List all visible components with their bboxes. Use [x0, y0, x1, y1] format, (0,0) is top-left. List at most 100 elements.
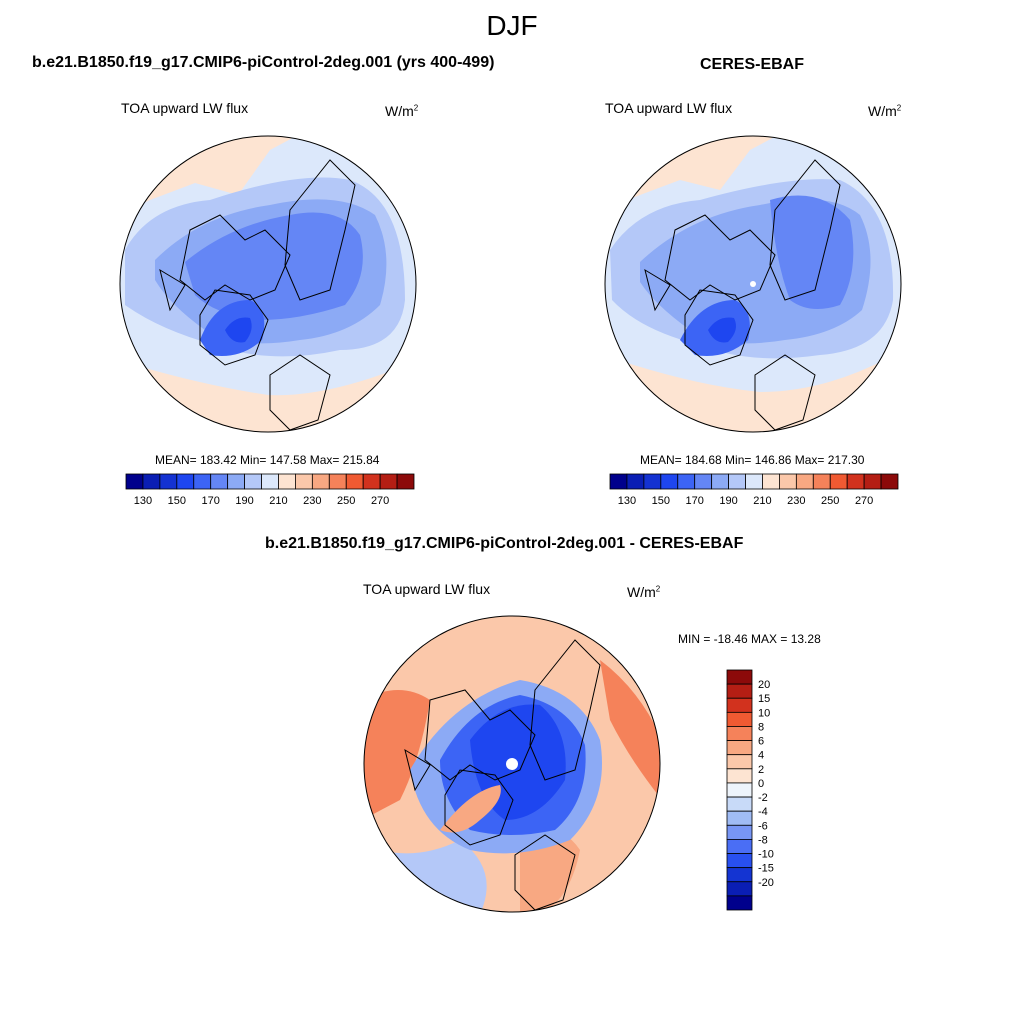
diff-colorbar-tick-label: 2	[758, 764, 764, 776]
model-colorbar-swatch	[176, 473, 195, 490]
diff-warm-region-greenland	[440, 785, 501, 833]
diff-stats: MIN = -18.46 MAX = 13.28	[678, 632, 821, 646]
diff-colorbar-swatch	[726, 740, 753, 756]
diff-colorbar-tick-label: 4	[758, 750, 764, 762]
diff-colorbar-tick-label: -20	[758, 877, 774, 889]
model-colorbar-tick-label: 230	[303, 495, 321, 507]
diff-colorbar-tick-label: 15	[758, 693, 770, 705]
diff-colorbar-swatch	[726, 782, 753, 798]
obs-colorbar-swatch	[728, 473, 746, 490]
obs-colorbar-swatch	[677, 473, 696, 490]
model-field-blue	[185, 212, 363, 320]
diff-colorbar-swatch	[726, 683, 753, 699]
model-colorbar-tick-label: 210	[269, 495, 287, 507]
diff-colorbar-tick-label: -4	[758, 806, 768, 818]
obs-colorbar-swatch	[779, 473, 797, 490]
model-colorbar-tick-label: 250	[337, 495, 355, 507]
diff-colorbar-swatch	[726, 768, 753, 784]
diff-colorbar-tick-label: -6	[758, 820, 768, 832]
diff-colorbar-swatch	[726, 669, 753, 685]
diff-coastlines	[404, 639, 601, 911]
diff-colorbar-swatch	[726, 711, 753, 727]
diff-colorbar-tick-label: 20	[758, 679, 770, 691]
model-colorbar-swatch	[345, 473, 364, 490]
obs-colorbar-tick-label: 150	[652, 495, 670, 507]
diff-colorbar-swatch	[726, 726, 753, 741]
obs-colorbar-tick-label: 270	[855, 495, 873, 507]
diff-warm-region-west	[364, 690, 430, 820]
diff-colorbar-tick-label: -10	[758, 849, 774, 861]
obs-coastlines	[644, 159, 841, 431]
diff-units-exp: 2	[655, 584, 661, 594]
obs-colorbar-swatch	[812, 473, 831, 490]
diff-colorbar-tick-label: -15	[758, 863, 774, 875]
obs-colorbar-swatch	[609, 473, 628, 490]
obs-colorbar-tick-label: 190	[719, 495, 737, 507]
model-field-darkest-blue	[225, 317, 252, 343]
diff-colorbar-tick-label: 8	[758, 721, 764, 733]
obs-colorbar-tick-label: 230	[787, 495, 805, 507]
model-colorbar-tick-label: 130	[134, 495, 152, 507]
model-colorbar-swatch	[278, 473, 296, 490]
diff-colorbar-tick-label: 0	[758, 778, 764, 790]
model-colorbar-tick-label: 190	[235, 495, 253, 507]
model-colorbar-swatch	[328, 473, 347, 490]
obs-colorbar-swatch	[863, 473, 882, 490]
diff-colorbar-swatch	[726, 697, 753, 713]
model-variable-label: TOA upward LW flux	[121, 100, 249, 116]
model-colorbar-tick-label: 170	[202, 495, 220, 507]
model-colorbar: 130 150 170 190 210 230 250 270	[125, 473, 415, 507]
diff-colorbar-tick-label: -2	[758, 792, 768, 804]
obs-colorbar-tick-label: 210	[753, 495, 771, 507]
diff-colorbar-swatch	[726, 810, 753, 826]
model-colorbar-swatch	[159, 473, 178, 490]
diff-colorbar-swatch	[726, 867, 753, 883]
model-stats: MEAN= 183.42 Min= 147.58 Max= 215.84	[155, 453, 380, 467]
obs-pole-hole	[750, 281, 756, 287]
model-colorbar-swatch	[295, 473, 313, 490]
model-colorbar-swatch	[193, 473, 212, 490]
model-colorbar-swatch	[261, 473, 279, 490]
obs-field-blue-siberia	[770, 195, 854, 309]
obs-colorbar-swatch	[660, 473, 679, 490]
model-map-border	[119, 135, 417, 433]
diff-colorbar-swatch	[726, 796, 753, 812]
model-coastlines	[159, 159, 356, 431]
model-colorbar-swatch	[142, 473, 161, 490]
model-colorbar-swatch	[244, 473, 262, 490]
obs-panel-title: CERES-EBAF	[700, 56, 805, 73]
diff-polar-map	[364, 616, 660, 912]
obs-colorbar-swatch	[711, 473, 729, 490]
obs-colorbar: 130 150 170 190 210 230 250 270	[609, 473, 899, 507]
model-colorbar-swatch	[396, 473, 415, 490]
obs-colorbar-tick-label: 170	[686, 495, 704, 507]
diff-units-label: W/m2	[627, 584, 660, 600]
model-colorbar-swatch	[362, 473, 381, 490]
diff-colorbar-swatch	[726, 754, 753, 770]
model-colorbar-swatch	[227, 473, 245, 490]
obs-colorbar-swatch	[762, 473, 780, 490]
diff-colorbar-swatch	[726, 853, 753, 869]
model-colorbar-tick-label: 150	[168, 495, 186, 507]
obs-colorbar-swatch	[829, 473, 848, 490]
obs-units-exp: 2	[896, 103, 902, 113]
model-colorbar-tick-label: 270	[371, 495, 389, 507]
model-colorbar-swatch	[125, 473, 144, 490]
obs-colorbar-swatch	[694, 473, 713, 490]
model-colorbar-swatch	[311, 473, 330, 490]
diff-colorbar-tick-label: 10	[758, 707, 770, 719]
obs-colorbar-swatch	[745, 473, 763, 490]
model-units-label: W/m2	[385, 103, 418, 119]
diff-units-base: W/m	[627, 584, 656, 600]
diff-map-border	[363, 615, 661, 913]
model-units-base: W/m	[385, 103, 414, 119]
diff-warm-region-east	[600, 660, 660, 800]
model-panel-title: b.e21.B1850.f19_g17.CMIP6-piControl-2deg…	[32, 54, 495, 71]
obs-colorbar-swatch	[643, 473, 662, 490]
obs-units-label: W/m2	[868, 103, 901, 119]
obs-colorbar-swatch	[880, 473, 899, 490]
obs-colorbar-tick-label: 250	[821, 495, 839, 507]
diff-colorbar-swatch	[726, 881, 753, 897]
